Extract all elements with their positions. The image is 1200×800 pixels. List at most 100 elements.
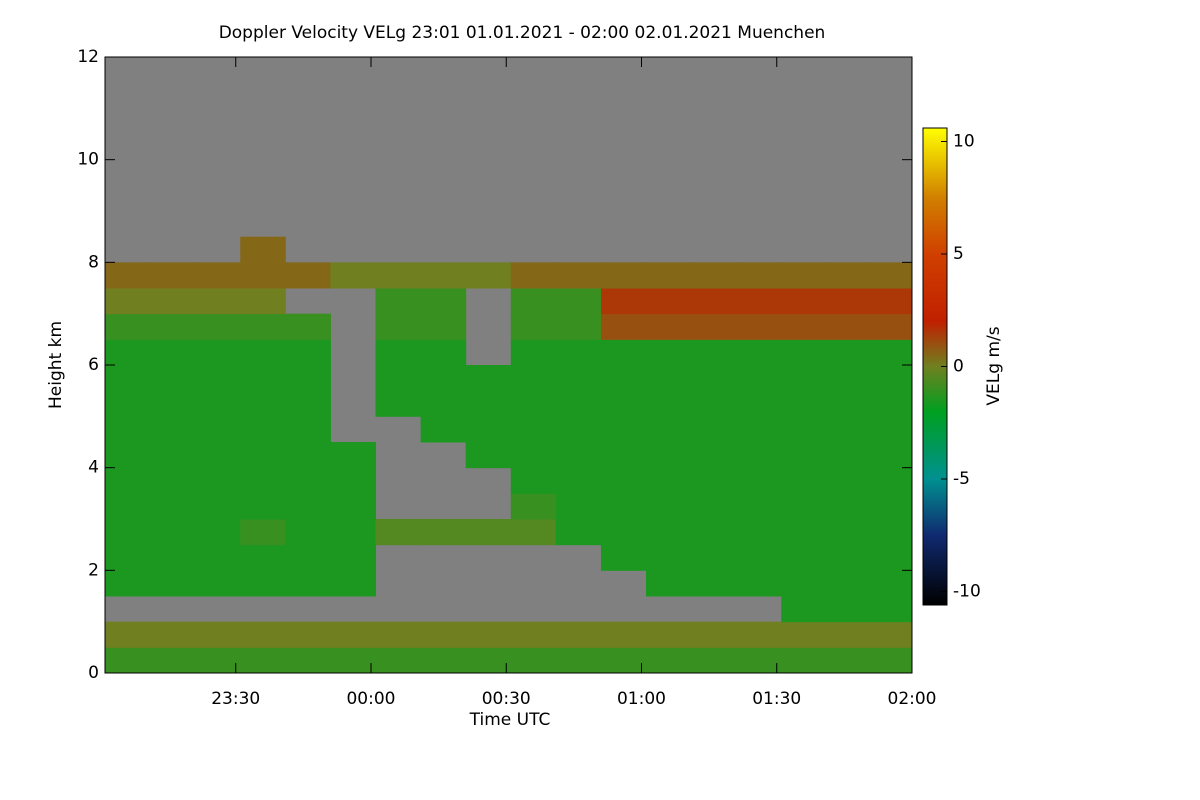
heatmap-cell: [195, 288, 241, 315]
heatmap-cell: [871, 467, 913, 494]
heatmap-cell: [240, 262, 286, 289]
heatmap-cell: [781, 339, 827, 366]
heatmap-cell: [105, 339, 151, 366]
colorbar-tick-label: 0: [953, 357, 964, 377]
heatmap-cell: [555, 647, 602, 674]
heatmap-cell: [600, 390, 647, 417]
heatmap-cell: [646, 339, 692, 366]
heatmap-cell: [646, 519, 692, 546]
heatmap-cell: [871, 339, 913, 366]
heatmap-cell: [375, 647, 422, 674]
heatmap-cell: [736, 647, 782, 674]
heatmap-cell: [510, 647, 557, 674]
heatmap-cell: [736, 313, 782, 340]
heatmap-cell: [105, 416, 151, 443]
heatmap-cell: [600, 544, 647, 571]
heatmap-cell: [646, 467, 692, 494]
heatmap-cell: [646, 390, 692, 417]
heatmap-cell: [375, 365, 422, 392]
heatmap-cell: [736, 288, 782, 315]
heatmap-cell: [781, 621, 827, 648]
heatmap-cell: [555, 621, 602, 648]
heatmap-cell: [420, 519, 467, 546]
heatmap-cell: [871, 570, 913, 597]
heatmap-cell: [826, 570, 872, 597]
heatmap-cell: [646, 544, 692, 571]
heatmap-cell: [691, 493, 737, 520]
heatmap-cell: [150, 519, 196, 546]
heatmap-cell: [691, 621, 737, 648]
heatmap-cell: [105, 313, 151, 340]
heatmap-cell: [646, 262, 692, 289]
heatmap-cell: [871, 416, 913, 443]
heatmap-cell: [330, 647, 377, 674]
heatmap-cell: [330, 442, 377, 469]
heatmap-cell: [150, 442, 196, 469]
heatmap-cell: [781, 519, 827, 546]
heatmap-cell: [691, 390, 737, 417]
heatmap-cell: [600, 288, 647, 315]
heatmap-cell: [420, 262, 467, 289]
heatmap-cell: [691, 339, 737, 366]
heatmap-cell: [691, 647, 737, 674]
heatmap-cell: [375, 339, 422, 366]
heatmap-cell: [195, 416, 241, 443]
heatmap-cell: [871, 365, 913, 392]
heatmap-cell: [555, 262, 602, 289]
heatmap-cell: [420, 390, 467, 417]
heatmap-cell: [150, 467, 196, 494]
heatmap-cell: [600, 313, 647, 340]
heatmap-cell: [150, 493, 196, 520]
heatmap-cell: [510, 313, 557, 340]
heatmap-cell: [826, 416, 872, 443]
heatmap-cell: [736, 493, 782, 520]
heatmap-cell: [105, 647, 151, 674]
heatmap-cell: [871, 621, 913, 648]
heatmap-cell: [555, 467, 602, 494]
heatmap-cell: [691, 416, 737, 443]
heatmap-cell: [330, 467, 377, 494]
heatmap-cell: [691, 544, 737, 571]
heatmap-cell: [150, 416, 196, 443]
heatmap-cell: [285, 544, 331, 571]
heatmap-cell: [150, 647, 196, 674]
heatmap-cell: [826, 621, 872, 648]
heatmap-cell: [195, 519, 241, 546]
heatmap-cell: [510, 339, 557, 366]
y-tick-label: 0: [88, 663, 99, 683]
x-tick-label: 02:00: [888, 689, 937, 709]
heatmap-cell: [285, 365, 331, 392]
x-axis-label: Time UTC: [469, 710, 551, 730]
heatmap-cell: [240, 288, 286, 315]
y-tick-label: 8: [88, 252, 99, 272]
heatmap-cell: [105, 519, 151, 546]
heatmap-cell: [600, 339, 647, 366]
heatmap-cell: [600, 442, 647, 469]
heatmap-cell: [826, 339, 872, 366]
heatmap-cell: [826, 442, 872, 469]
heatmap-cell: [285, 262, 331, 289]
heatmap-cell: [826, 390, 872, 417]
heatmap-cell: [781, 596, 827, 623]
heatmap-cell: [646, 570, 692, 597]
heatmap-cell: [195, 570, 241, 597]
heatmap-cell: [240, 467, 286, 494]
heatmap-cell: [736, 621, 782, 648]
heatmap-cell: [420, 621, 467, 648]
heatmap-cell: [240, 390, 286, 417]
colorbar-tick-label: 5: [953, 244, 964, 264]
heatmap-cell: [600, 519, 647, 546]
heatmap-cell: [871, 390, 913, 417]
heatmap-cell: [285, 416, 331, 443]
heatmap-cell: [285, 442, 331, 469]
heatmap-cell: [285, 519, 331, 546]
heatmap-cell: [736, 262, 782, 289]
heatmap-cell: [150, 365, 196, 392]
x-tick-label: 00:00: [346, 689, 395, 709]
heatmap-cell: [510, 442, 557, 469]
heatmap-cell: [555, 339, 602, 366]
heatmap-cell: [736, 339, 782, 366]
heatmap-cell: [871, 442, 913, 469]
heatmap-cell: [600, 262, 647, 289]
